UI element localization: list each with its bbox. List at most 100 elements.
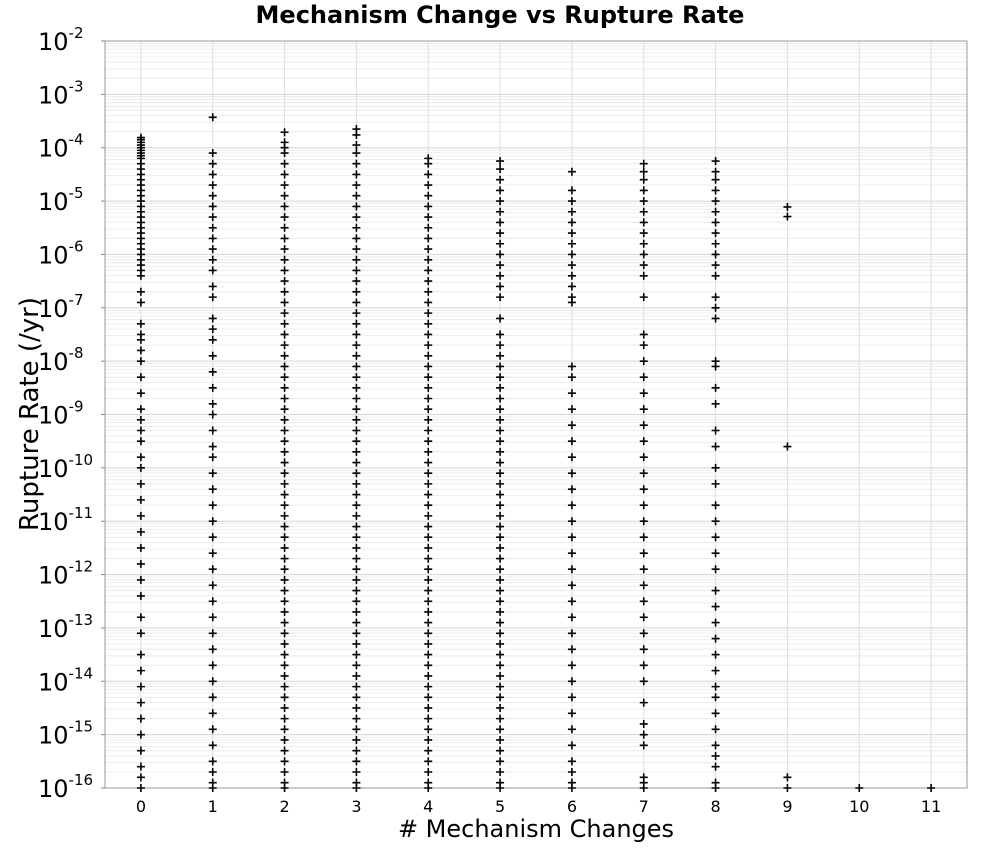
data-point bbox=[136, 271, 145, 280]
data-point bbox=[496, 597, 505, 606]
data-point bbox=[567, 677, 576, 686]
data-point bbox=[424, 405, 433, 414]
data-point bbox=[352, 437, 361, 446]
data-point bbox=[352, 490, 361, 499]
data-point bbox=[424, 554, 433, 563]
data-point bbox=[711, 682, 720, 691]
data-point bbox=[711, 229, 720, 238]
data-point bbox=[280, 362, 289, 371]
data-point bbox=[567, 282, 576, 291]
data-point bbox=[496, 650, 505, 659]
data-point bbox=[424, 575, 433, 584]
data-point bbox=[280, 703, 289, 712]
data-point bbox=[424, 447, 433, 456]
data-point bbox=[567, 453, 576, 462]
data-point bbox=[136, 543, 145, 552]
data-point bbox=[424, 330, 433, 339]
data-point bbox=[208, 202, 217, 211]
data-point bbox=[280, 575, 289, 584]
data-point bbox=[424, 362, 433, 371]
data-point bbox=[639, 389, 648, 398]
y-tick-label: 10-15 bbox=[38, 718, 93, 750]
data-point bbox=[496, 757, 505, 766]
data-point bbox=[496, 725, 505, 734]
x-tick-label: 10 bbox=[849, 797, 869, 816]
data-point bbox=[280, 298, 289, 307]
data-point bbox=[424, 234, 433, 243]
data-point bbox=[352, 245, 361, 254]
data-point bbox=[424, 735, 433, 744]
data-point bbox=[639, 784, 648, 792]
data-point bbox=[352, 266, 361, 275]
data-point bbox=[639, 373, 648, 382]
data-point bbox=[639, 341, 648, 350]
data-point bbox=[567, 250, 576, 259]
data-point bbox=[496, 426, 505, 435]
y-tick-label: 10-9 bbox=[38, 398, 84, 430]
data-point bbox=[496, 703, 505, 712]
data-point bbox=[424, 501, 433, 510]
data-point bbox=[208, 784, 217, 792]
chart-title: Mechanism Change vs Rupture Rate bbox=[255, 1, 745, 29]
data-point bbox=[352, 735, 361, 744]
data-point bbox=[424, 159, 433, 168]
data-point bbox=[352, 565, 361, 574]
data-point bbox=[496, 746, 505, 755]
data-point bbox=[639, 293, 648, 302]
y-tick-label: 10-6 bbox=[38, 237, 84, 269]
data-point bbox=[136, 479, 145, 488]
data-point bbox=[352, 458, 361, 467]
data-point bbox=[352, 330, 361, 339]
data-point bbox=[496, 314, 505, 323]
data-point bbox=[711, 618, 720, 627]
data-point bbox=[783, 442, 792, 451]
data-point bbox=[424, 223, 433, 232]
data-point bbox=[639, 629, 648, 638]
data-point bbox=[208, 213, 217, 222]
data-point bbox=[136, 591, 145, 600]
data-point bbox=[424, 650, 433, 659]
data-point bbox=[352, 757, 361, 766]
data-point bbox=[639, 186, 648, 195]
data-point bbox=[208, 549, 217, 558]
data-point bbox=[567, 645, 576, 654]
data-point bbox=[136, 357, 145, 366]
data-point bbox=[567, 533, 576, 542]
data-point bbox=[639, 437, 648, 446]
data-point bbox=[208, 399, 217, 408]
data-point bbox=[352, 784, 361, 792]
x-tick-label: 11 bbox=[921, 797, 941, 816]
data-point bbox=[136, 629, 145, 638]
data-point bbox=[639, 730, 648, 739]
data-point bbox=[496, 554, 505, 563]
data-point bbox=[424, 671, 433, 680]
data-point bbox=[208, 725, 217, 734]
data-point bbox=[567, 693, 576, 702]
data-point bbox=[639, 167, 648, 176]
data-point bbox=[136, 437, 145, 446]
data-point bbox=[639, 405, 648, 414]
data-point bbox=[783, 784, 792, 792]
data-point bbox=[567, 186, 576, 195]
data-point bbox=[136, 373, 145, 382]
data-point bbox=[208, 501, 217, 510]
data-point bbox=[352, 298, 361, 307]
data-point bbox=[280, 511, 289, 520]
y-tick-label: 10-2 bbox=[38, 24, 84, 56]
data-point bbox=[352, 618, 361, 627]
data-point bbox=[280, 784, 289, 792]
data-point bbox=[352, 415, 361, 424]
data-point bbox=[424, 383, 433, 392]
data-point bbox=[352, 714, 361, 723]
data-point bbox=[280, 181, 289, 190]
data-point bbox=[352, 693, 361, 702]
data-point bbox=[208, 581, 217, 590]
data-point bbox=[424, 784, 433, 792]
data-point bbox=[639, 719, 648, 728]
y-tick-label: 10-3 bbox=[38, 77, 84, 109]
data-point bbox=[352, 191, 361, 200]
data-point bbox=[424, 181, 433, 190]
data-point bbox=[711, 250, 720, 259]
data-point bbox=[567, 207, 576, 216]
data-point bbox=[711, 197, 720, 206]
